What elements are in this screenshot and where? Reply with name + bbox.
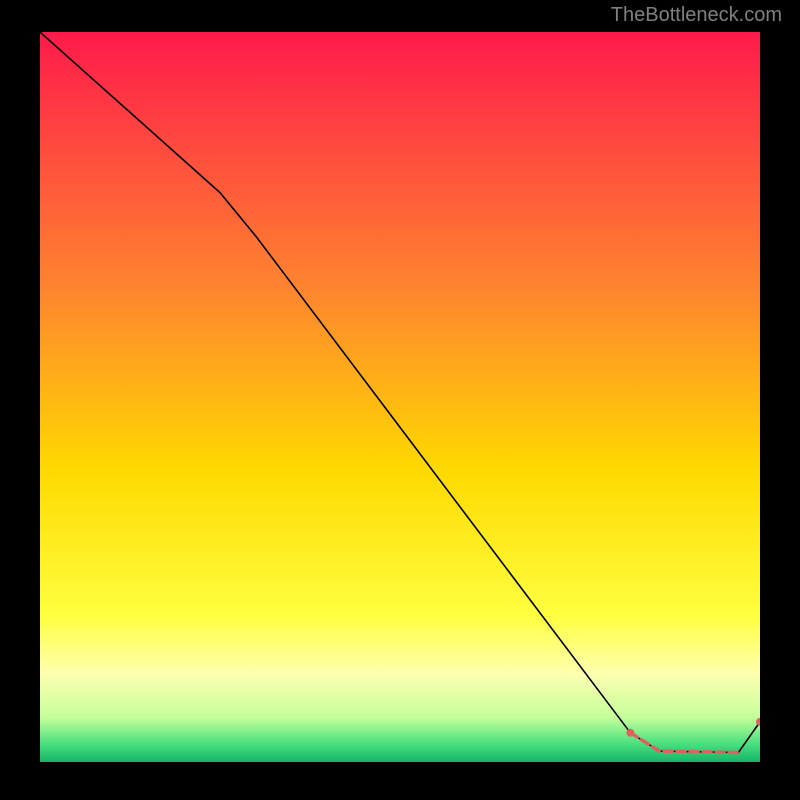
chart-overlay-svg (40, 32, 760, 762)
plot-area (40, 32, 760, 762)
dashed-optimal-segment (630, 733, 738, 753)
marker-point (757, 718, 761, 725)
marker-point (627, 729, 634, 736)
watermark-text: TheBottleneck.com (611, 4, 782, 27)
chart-stage: TheBottleneck.com (0, 0, 800, 800)
main-line (40, 32, 760, 753)
